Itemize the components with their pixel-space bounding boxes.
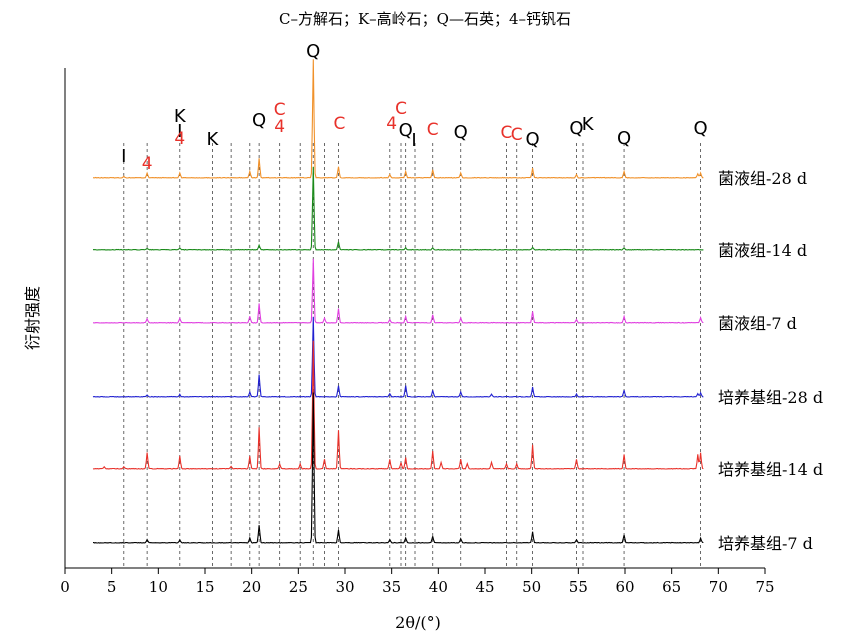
phase-label: I xyxy=(121,146,126,167)
x-tick-label: 75 xyxy=(755,578,774,596)
x-tick-label: 30 xyxy=(335,578,354,596)
phase-label: C xyxy=(511,125,523,145)
phase-label: 4 xyxy=(386,114,397,134)
phase-label: C xyxy=(427,120,439,140)
series-label: 菌液组-14 d xyxy=(718,241,807,260)
x-tick-label: 65 xyxy=(662,578,681,596)
series-layer xyxy=(92,59,704,544)
phase-label: K xyxy=(174,106,187,127)
series-line xyxy=(92,166,704,251)
x-tick-label: 5 xyxy=(107,578,117,596)
reference-lines xyxy=(123,143,701,568)
x-tick-label: 60 xyxy=(615,578,634,596)
phase-label: I xyxy=(177,121,182,142)
x-ticks: 0 5 10 15 20 25 30 35 40 45 50 55 60 65 70 75 xyxy=(60,568,775,596)
x-tick-label: 20 xyxy=(242,578,261,596)
x-tick-label: 10 xyxy=(149,578,168,596)
x-tick-label: 25 xyxy=(289,578,308,596)
series-line xyxy=(93,258,704,324)
phase-label: Q xyxy=(399,120,413,141)
phase-label: Q xyxy=(306,41,320,62)
series-line xyxy=(92,340,704,470)
series-label: 培养基组-14 d xyxy=(718,460,823,479)
x-tick-label: 55 xyxy=(569,578,588,596)
phase-label: C xyxy=(274,100,286,120)
phase-label: I xyxy=(411,130,416,151)
phase-label: Q xyxy=(617,128,631,149)
x-tick-label: 15 xyxy=(195,578,214,596)
phase-label: Q xyxy=(569,118,583,139)
phase-label: C xyxy=(395,99,407,119)
phase-label: C xyxy=(333,114,345,134)
series-line xyxy=(92,316,704,398)
series-label: 菌液组-28 d xyxy=(718,169,807,188)
series-label: 菌液组-7 d xyxy=(718,314,797,333)
series-line xyxy=(92,59,704,179)
series-label: 培养基组-7 d xyxy=(718,534,813,553)
x-tick-label: 45 xyxy=(475,578,494,596)
phase-label: Q xyxy=(252,110,266,131)
x-tick-label: 50 xyxy=(522,578,541,596)
phase-label: K xyxy=(582,114,595,135)
phase-label: Q xyxy=(526,129,540,150)
chart-title: C–方解石；K–高岭石；Q—石英；4–钙钒石 xyxy=(279,10,571,28)
phase-label: K xyxy=(207,129,220,150)
phase-label: Q xyxy=(694,118,708,139)
phase-label: Q xyxy=(454,122,468,143)
phase-label: 4 xyxy=(174,129,185,149)
x-tick-label: 35 xyxy=(382,578,401,596)
series-labels: 菌液组-28 d 菌液组-14 d 菌液组-7 d 培养基组-28 d 培养基组-14 … xyxy=(718,169,823,553)
x-tick-label: 40 xyxy=(429,578,448,596)
x-axis-label: 2θ/(°) xyxy=(395,613,441,632)
series-label: 培养基组-28 d xyxy=(718,388,823,407)
phase-label: 4 xyxy=(142,154,153,174)
phase-label: 4 xyxy=(274,117,285,137)
y-axis-label: 衍射强度 xyxy=(23,286,42,350)
series-line xyxy=(93,392,704,544)
x-tick-label: 70 xyxy=(709,578,728,596)
phase-label: C xyxy=(501,123,513,143)
x-tick-label: 0 xyxy=(60,578,70,596)
